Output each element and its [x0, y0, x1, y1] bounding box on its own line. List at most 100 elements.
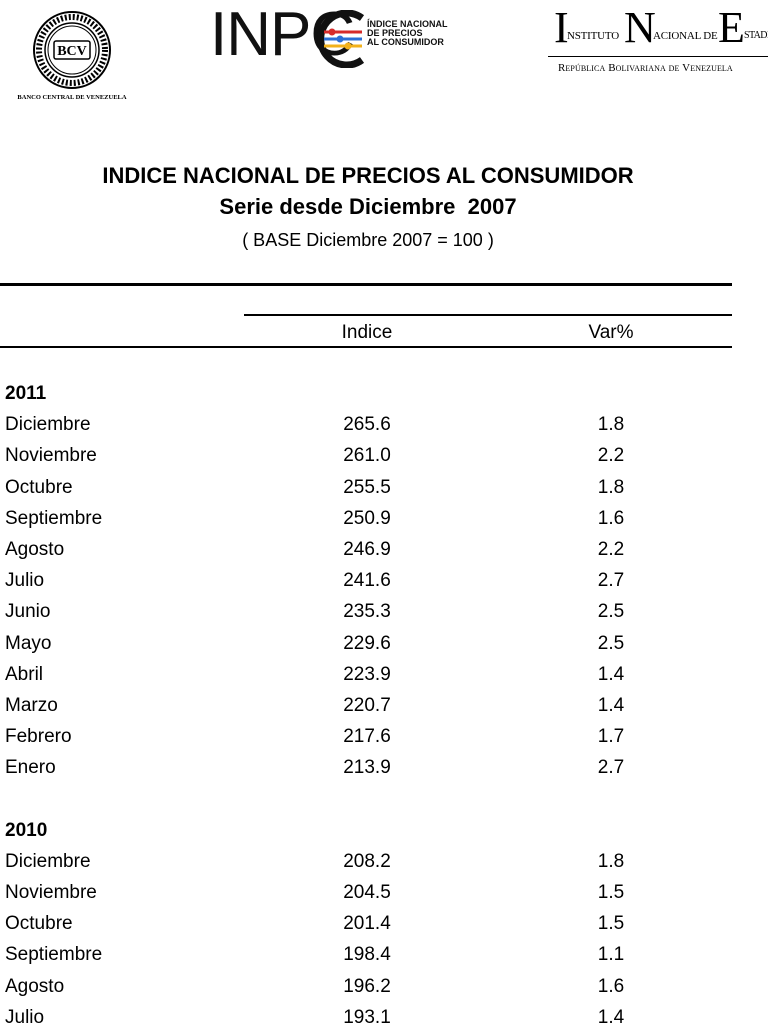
- bcv-seal-text: BCV: [57, 44, 87, 59]
- var-cell: 1.4: [597, 694, 625, 716]
- indice-cell: 220.7: [343, 694, 391, 716]
- var-cell: 1.4: [597, 1006, 625, 1028]
- var-cell: 1.6: [597, 507, 625, 529]
- month-cell: Febrero: [5, 726, 72, 748]
- bcv-logo: BCV BANCO CENTRAL DE VENEZUELA: [8, 8, 136, 104]
- table-row: Julio 193.1 1.4: [0, 1002, 768, 1033]
- month-cell: Julio: [5, 1006, 45, 1028]
- table-row: Noviembre 261.0 2.2: [0, 440, 768, 471]
- indice-cell: 261.0: [343, 445, 391, 467]
- table-row: Noviembre 204.5 1.5: [0, 877, 768, 908]
- month-cell: Octubre: [5, 913, 73, 935]
- var-cell: 1.8: [597, 476, 625, 498]
- month-cell: Noviembre: [5, 445, 97, 467]
- indice-cell: 213.9: [343, 757, 391, 779]
- page-subtitle: Serie desde Diciembre 2007: [219, 194, 517, 219]
- header-rule-bottom: [0, 346, 732, 348]
- var-cell: 1.8: [597, 414, 625, 436]
- table-row: Septiembre 198.4 1.1: [0, 939, 768, 970]
- indice-cell: 223.9: [343, 663, 391, 685]
- var-cell: 1.7: [597, 726, 625, 748]
- var-cell: 1.5: [597, 882, 625, 903]
- table-row: Diciembre 208.2 1.8: [0, 846, 768, 877]
- table-row: Mayo 229.6 2.5: [0, 628, 768, 659]
- table-row: Enero 213.9 2.7: [0, 752, 768, 783]
- index-table: 2011 Diciembre 265.6 1.8 Noviembre 261.0 2.2…: [0, 378, 768, 1033]
- month-cell: Agosto: [5, 975, 65, 997]
- ine-part: ACIONAL DE: [653, 30, 718, 42]
- ine-letter: I: [554, 3, 569, 52]
- ine-letter: E: [718, 3, 745, 52]
- ine-part: NSTITUTO: [567, 30, 619, 42]
- inpc-sub-line: ÍNDICE NACIONAL: [367, 19, 448, 29]
- ine-divider: [548, 56, 768, 57]
- var-cell: 2.5: [597, 601, 625, 623]
- indice-cell: 255.5: [343, 476, 391, 498]
- month-cell: Diciembre: [5, 850, 91, 872]
- group-spacer: [0, 783, 768, 814]
- indice-cell: 217.6: [343, 726, 391, 748]
- table-row: Octubre 201.4 1.5: [0, 908, 768, 939]
- table-row: Agosto 246.9 2.2: [0, 534, 768, 565]
- inpc-mark-icon: [317, 10, 365, 68]
- var-cell: 2.5: [597, 632, 625, 654]
- month-cell: Agosto: [5, 538, 65, 560]
- month-cell: Marzo: [5, 694, 58, 716]
- table-row: Diciembre 265.6 1.8: [0, 409, 768, 440]
- ine-name: I NSTITUTO N ACIONAL DE E STADÍSTICA: [554, 0, 768, 60]
- ine-letter: N: [624, 3, 656, 52]
- month-cell: Septiembre: [5, 944, 103, 966]
- inpc-subtitle: ÍNDICE NACIONAL DE PRECIOS AL CONSUMIDOR: [367, 20, 448, 47]
- top-rule: [0, 283, 732, 286]
- month-cell: Diciembre: [5, 414, 91, 436]
- var-cell: 2.7: [597, 757, 625, 779]
- month-cell: Septiembre: [5, 507, 103, 529]
- table-row: Julio 241.6 2.7: [0, 565, 768, 596]
- indice-cell: 193.1: [343, 1006, 391, 1028]
- var-cell: 1.8: [597, 850, 625, 872]
- month-cell: Junio: [5, 601, 51, 623]
- table-row: Octubre 255.5 1.8: [0, 472, 768, 503]
- year-group: 2011 Diciembre 265.6 1.8 Noviembre 261.0 2.2…: [0, 378, 768, 783]
- indice-cell: 246.9: [343, 538, 391, 560]
- var-cell: 1.1: [597, 944, 625, 966]
- table-row: Septiembre 250.9 1.6: [0, 503, 768, 534]
- month-cell: Octubre: [5, 476, 73, 498]
- table-row: Febrero 217.6 1.7: [0, 721, 768, 752]
- indice-cell: 241.6: [343, 570, 391, 592]
- ine-logo: I NSTITUTO N ACIONAL DE E STADÍSTICA Rep…: [548, 0, 768, 80]
- month-cell: Julio: [5, 570, 45, 592]
- ine-part: STADÍSTICA: [744, 30, 768, 41]
- page-title: INDICE NACIONAL DE PRECIOS AL CONSUMIDOR: [102, 163, 634, 188]
- indice-cell: 201.4: [343, 913, 391, 935]
- year-label: 2011: [5, 383, 47, 404]
- year-label: 2010: [5, 819, 48, 841]
- month-cell: Abril: [5, 663, 44, 685]
- bcv-caption: BANCO CENTRAL DE VENEZUELA: [17, 94, 127, 101]
- indice-cell: 198.4: [343, 944, 391, 966]
- year-group: 2010 Diciembre 208.2 1.8 Noviembre 204.5 1.5…: [0, 815, 768, 1033]
- column-header-indice: Indice: [341, 322, 393, 343]
- var-cell: 2.2: [597, 538, 625, 560]
- var-cell: 1.5: [597, 913, 625, 935]
- var-cell: 2.7: [597, 570, 625, 592]
- table-row: Agosto 196.2 1.6: [0, 971, 768, 1002]
- indice-cell: 265.6: [343, 414, 391, 436]
- ine-subtitle: República Bolivariana de Venezuela: [558, 62, 733, 74]
- table-row: Junio 235.3 2.5: [0, 596, 768, 627]
- indice-cell: 235.3: [343, 601, 391, 623]
- base-note: ( BASE Diciembre 2007 = 100 ): [242, 230, 494, 250]
- indice-cell: 208.2: [343, 850, 391, 872]
- indice-cell: 250.9: [343, 507, 391, 529]
- var-cell: 2.2: [597, 445, 625, 467]
- inpc-sub-line: AL CONSUMIDOR: [367, 37, 444, 47]
- column-header-var: Var%: [588, 322, 634, 343]
- indice-cell: 204.5: [343, 882, 391, 903]
- var-cell: 1.6: [597, 975, 625, 997]
- inpc-logo: INPC ÍNDICE NACIONAL DE PRECIOS AL CONSU…: [210, 0, 460, 69]
- inpc-sub-line: DE PRECIOS: [367, 28, 423, 38]
- bcv-seal-icon: BCV: [33, 11, 111, 89]
- month-cell: Enero: [5, 757, 56, 779]
- indice-cell: 196.2: [343, 975, 391, 997]
- indice-cell: 229.6: [343, 632, 391, 654]
